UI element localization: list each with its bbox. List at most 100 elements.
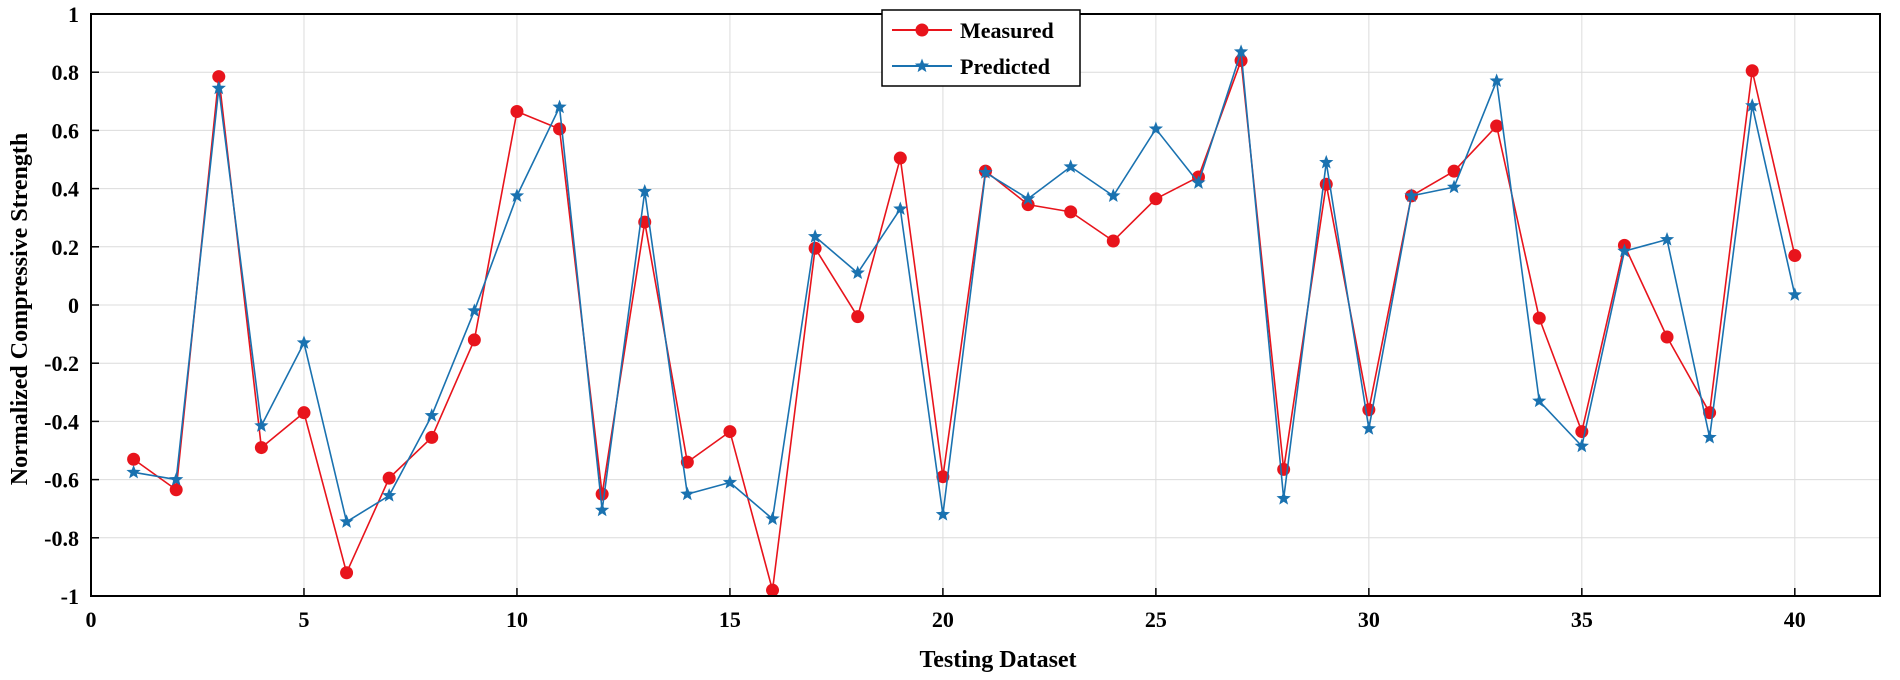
point-predicted-14 [680,486,695,501]
point-predicted-37 [1659,232,1675,246]
point-predicted-30 [1361,421,1376,435]
point-predicted-11 [552,99,567,114]
y-tick-label-7: 0.4 [52,177,80,202]
y-tick-label-4: -0.2 [44,351,79,376]
x-tick-label-20: 20 [932,607,954,632]
point-predicted-33 [1489,73,1504,87]
x-tick-label-35: 35 [1571,607,1593,632]
point-measured-15 [723,425,737,439]
point-predicted-28 [1276,491,1291,505]
series-line-measured [133,59,1796,591]
point-measured-24 [1106,234,1120,248]
point-predicted-23 [1063,159,1078,173]
y-tick-label-10: 1 [68,2,79,27]
legend-marker-measured [915,23,929,37]
x-tick-label-40: 40 [1784,607,1806,632]
point-predicted-9 [467,303,482,317]
y-tick-label-2: -0.6 [44,468,79,493]
point-predicted-26 [1191,175,1206,189]
point-measured-34 [1532,311,1546,325]
point-measured-7 [382,471,396,485]
point-predicted-13 [637,184,652,198]
point-measured-12 [595,487,609,501]
point-predicted-2 [169,472,184,486]
point-predicted-38 [1702,429,1717,444]
point-predicted-32 [1446,179,1462,194]
point-predicted-39 [1745,98,1760,112]
series-layer [126,44,1802,597]
y-tick-label-1: -0.8 [44,526,79,551]
x-tick-label-10: 10 [506,607,528,632]
point-predicted-25 [1148,121,1164,136]
point-predicted-27 [1233,44,1249,58]
point-predicted-40 [1787,287,1802,301]
point-measured-18 [851,310,865,324]
point-predicted-21 [978,165,993,179]
y-tick-label-6: 0.2 [52,235,80,260]
point-predicted-36 [1617,243,1632,258]
legend-marker-predicted [914,58,930,73]
point-measured-20 [936,470,950,484]
point-measured-1 [127,452,141,466]
point-predicted-24 [1106,188,1121,202]
point-predicted-7 [382,488,397,502]
point-measured-4 [254,441,268,455]
point-measured-5 [297,406,311,420]
grid [90,13,1880,597]
point-predicted-5 [296,335,312,349]
legend-item-predicted: Predicted [892,54,1050,79]
axis-ticks: 0 5 10 15 20 25 30 35 40 -1 -0.8 -0.6 -0.4 -0.2 0 0.2 0.… [44,2,1806,632]
point-predicted-34 [1532,393,1547,408]
point-measured-25 [1149,192,1163,206]
point-predicted-31 [1404,188,1419,202]
point-predicted-20 [935,507,951,521]
point-measured-23 [1064,205,1078,219]
point-measured-6 [340,566,354,580]
y-tick-label-9: 0.8 [52,60,80,85]
point-measured-11 [553,122,567,136]
point-measured-33 [1490,119,1504,133]
series-line-predicted [133,51,1796,523]
x-tick-label-0: 0 [86,607,97,632]
y-tick-label-3: -0.4 [44,409,79,434]
point-predicted-17 [807,229,823,243]
point-predicted-18 [850,265,865,280]
point-measured-32 [1447,164,1461,178]
series-predicted [126,44,1802,528]
point-measured-17 [808,241,822,255]
x-axis-title: Testing Dataset [919,647,1076,673]
legend-box [881,9,1081,87]
legend-item-measured: Measured [892,18,1054,43]
point-predicted-22 [1020,191,1036,205]
point-measured-19 [893,151,907,165]
point-predicted-1 [126,464,141,479]
point-predicted-12 [595,502,610,517]
x-tick-label-5: 5 [298,607,309,632]
x-tick-label-25: 25 [1145,607,1167,632]
x-tick-label-15: 15 [719,607,741,632]
point-predicted-4 [254,418,269,432]
point-predicted-15 [722,475,738,489]
point-predicted-8 [424,408,439,422]
legend-label-measured: Measured [960,18,1054,43]
point-predicted-16 [765,511,780,525]
point-measured-40 [1788,249,1802,263]
point-predicted-10 [509,188,525,202]
series-measured [127,54,1802,597]
point-predicted-3 [211,80,226,95]
y-tick-label-0: -1 [61,584,79,609]
point-measured-3 [212,70,226,84]
point-measured-39 [1745,64,1759,78]
point-predicted-19 [893,201,908,216]
legend-label-predicted: Predicted [960,54,1050,79]
point-measured-16 [766,583,780,597]
point-measured-9 [467,333,481,347]
point-measured-37 [1660,330,1674,344]
point-predicted-6 [339,514,354,528]
point-predicted-29 [1319,154,1334,169]
point-predicted-35 [1574,438,1589,453]
y-tick-label-8: 0.6 [52,118,80,143]
point-measured-10 [510,104,524,118]
y-tick-label-5: 0 [68,293,79,318]
